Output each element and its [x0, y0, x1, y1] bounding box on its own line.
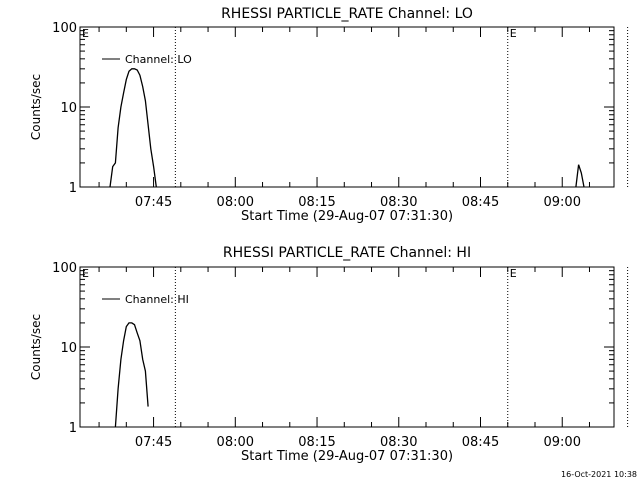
timestamp: 16-Oct-2021 10:38 — [561, 470, 637, 479]
x-tick-label: 09:00 — [544, 195, 581, 210]
legend-label: Channel: LO — [125, 53, 192, 66]
chart-title: RHESSI PARTICLE_RATE Channel: HI — [223, 245, 471, 261]
y-tick-label: 1 — [69, 421, 77, 436]
event-marker-label: E — [510, 267, 517, 280]
series-line — [575, 164, 585, 188]
y-tick-label: 10 — [60, 341, 77, 356]
x-tick-label: 09:00 — [544, 435, 581, 450]
x-tick-label: 08:30 — [380, 195, 417, 210]
event-marker-label: E — [510, 27, 517, 40]
x-tick-label: 07:45 — [135, 195, 172, 210]
y-tick-label: 100 — [52, 261, 77, 276]
x-tick-label: 08:45 — [462, 195, 499, 210]
axes-frame — [79, 266, 615, 428]
x-tick-label: 08:15 — [298, 195, 335, 210]
x-axis-label: Start Time (29-Aug-07 07:31:30) — [241, 449, 453, 464]
series-line — [114, 322, 149, 428]
y-tick-label: 10 — [60, 101, 77, 116]
axes-frame — [79, 26, 615, 188]
x-tick-label: 08:45 — [462, 435, 499, 450]
series-line — [109, 68, 157, 188]
x-tick-label: 07:45 — [135, 435, 172, 450]
x-tick-label: 08:30 — [380, 435, 417, 450]
y-tick-label: 100 — [52, 21, 77, 36]
chart-title: RHESSI PARTICLE_RATE Channel: LO — [221, 6, 473, 22]
legend-label: Channel: HI — [125, 293, 189, 306]
panel-lo: RHESSI PARTICLE_RATE Channel: LO Counts/s… — [29, 6, 629, 224]
x-axis-label: Start Time (29-Aug-07 07:31:30) — [241, 209, 453, 224]
event-marker-label: E — [82, 267, 89, 280]
x-tick-label: 08:00 — [217, 435, 254, 450]
y-tick-label: 1 — [69, 181, 77, 196]
panel-hi: RHESSI PARTICLE_RATE Channel: HI Counts/s… — [29, 245, 629, 464]
y-axis-label: Counts/sec — [29, 314, 43, 380]
x-tick-label: 08:00 — [217, 195, 254, 210]
y-axis-label: Counts/sec — [29, 74, 43, 140]
x-tick-label: 08:15 — [298, 435, 335, 450]
event-marker-label: E — [82, 27, 89, 40]
